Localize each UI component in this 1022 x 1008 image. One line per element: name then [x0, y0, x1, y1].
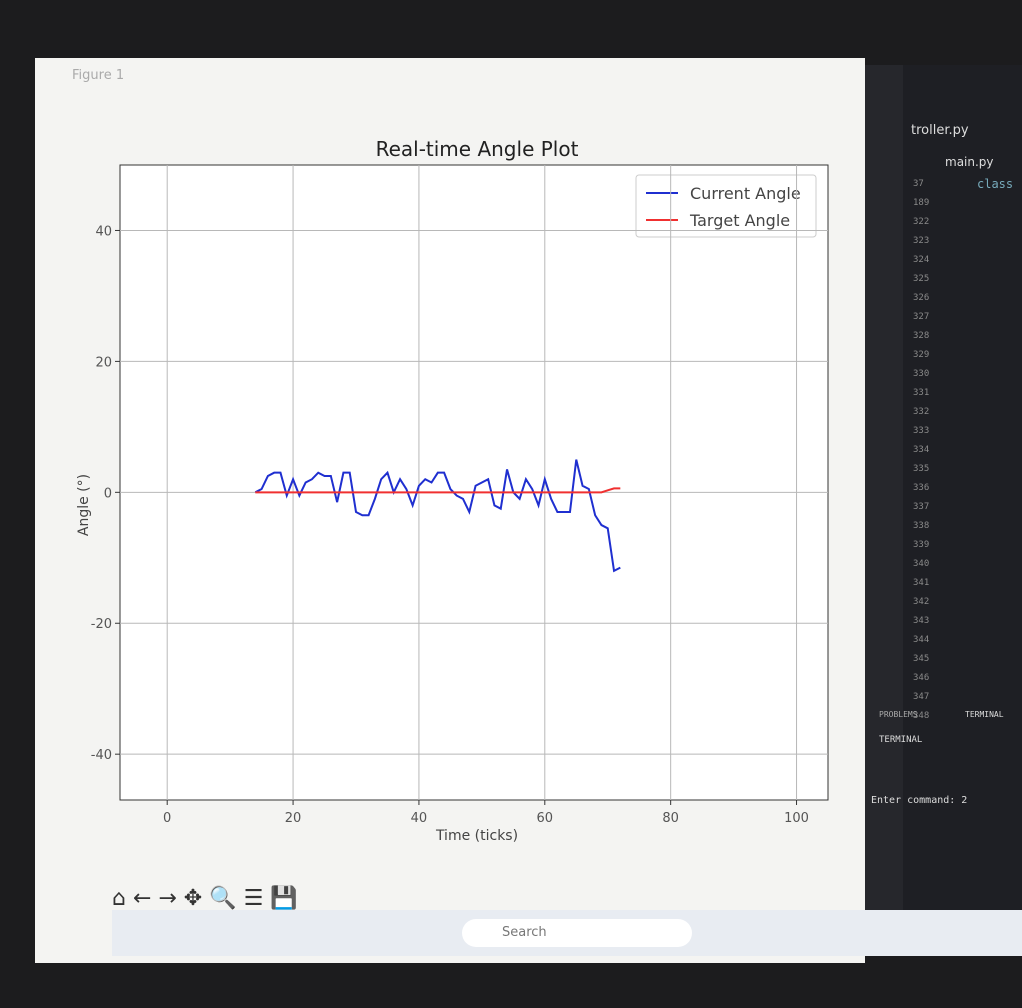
- y-tick-label: -20: [91, 617, 112, 632]
- x-tick-label: 100: [784, 811, 809, 826]
- line-number: 338: [913, 521, 930, 531]
- line-number: 336: [913, 483, 930, 493]
- data-line: [255, 487, 621, 494]
- panel-tab[interactable]: PROBLEMS: [879, 710, 918, 719]
- line-number: 325: [913, 274, 930, 284]
- y-tick-label: 20: [95, 355, 112, 370]
- line-number: 322: [913, 217, 930, 227]
- line-number: 341: [913, 578, 930, 588]
- line-number: 348: [913, 711, 930, 721]
- breadcrumb[interactable]: main.py: [945, 155, 994, 169]
- taskbar: Search: [112, 910, 1022, 956]
- terminal-title: TERMINAL: [879, 735, 923, 745]
- x-tick-label: 40: [411, 811, 428, 826]
- editor-tab[interactable]: troller.py: [911, 123, 969, 138]
- chart-title: Real-time Angle Plot: [376, 137, 579, 161]
- code-editor: troller.py main.py class 37 189 322 323 324 3…: [865, 65, 1022, 910]
- line-number: 346: [913, 673, 930, 683]
- x-axis-label: Time (ticks): [435, 828, 518, 844]
- activity-bar: [865, 65, 903, 910]
- line-number: 337: [913, 502, 930, 512]
- line-number: 345: [913, 654, 930, 664]
- line-number: 332: [913, 407, 930, 417]
- line-number: 344: [913, 635, 930, 645]
- search-box[interactable]: Search: [462, 919, 692, 947]
- line-number: 340: [913, 559, 930, 569]
- x-tick-label: 20: [285, 811, 302, 826]
- terminal-line: Enter command: 2: [871, 795, 968, 806]
- legend: Current Angle Target Angle: [635, 174, 817, 238]
- legend-label: Target Angle: [689, 211, 790, 230]
- line-number: 37: [913, 179, 924, 189]
- line-number: 330: [913, 369, 930, 379]
- line-number: 327: [913, 312, 930, 322]
- data-line: [254, 459, 621, 573]
- x-tick-label: 60: [537, 811, 554, 826]
- code-text: class: [977, 177, 1014, 191]
- line-number: 339: [913, 540, 930, 550]
- line-number: 331: [913, 388, 930, 398]
- line-number: 324: [913, 255, 930, 265]
- line-number: 189: [913, 198, 930, 208]
- y-tick-label: -40: [91, 748, 112, 763]
- toolbar[interactable]: ⌂ ← → ✥ 🔍 ☰ 💾: [112, 883, 298, 911]
- y-tick-label: 40: [95, 224, 112, 239]
- axes-frame: [119, 164, 829, 801]
- line-number: 335: [913, 464, 930, 474]
- line-number: 347: [913, 692, 930, 702]
- window-title: Figure 1: [72, 68, 125, 83]
- x-tick-label: 80: [662, 811, 679, 826]
- panel-tab[interactable]: TERMINAL: [965, 710, 1004, 719]
- legend-frame: [635, 174, 817, 238]
- line-number: 326: [913, 293, 930, 303]
- y-axis-label: Angle (°): [76, 474, 92, 536]
- y-tick-label: 0: [104, 486, 112, 501]
- x-tick-label: 0: [163, 811, 171, 826]
- line-number: 329: [913, 350, 930, 360]
- legend-label: Current Angle: [690, 184, 801, 203]
- line-number: 333: [913, 426, 930, 436]
- line-number: 343: [913, 616, 930, 626]
- line-number: 328: [913, 331, 930, 341]
- toolbar-icons[interactable]: ⌂ ← → ✥ 🔍 ☰ 💾: [112, 883, 298, 911]
- line-number: 342: [913, 597, 930, 607]
- line-number: 323: [913, 236, 930, 246]
- line-number: 334: [913, 445, 930, 455]
